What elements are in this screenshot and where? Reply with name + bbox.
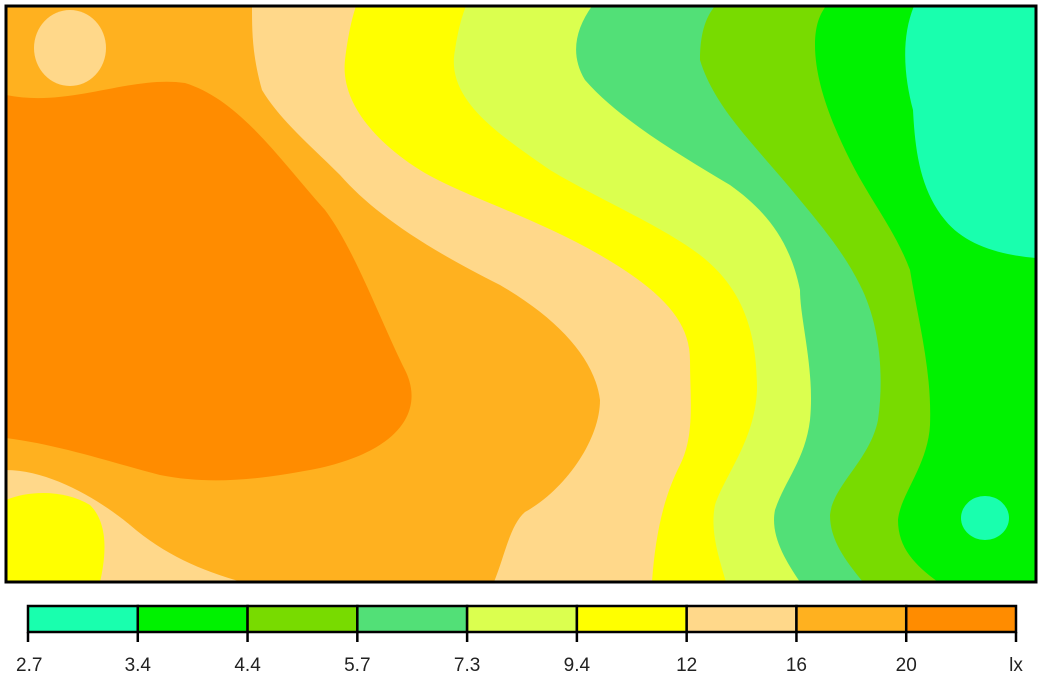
legend-swatch	[356, 604, 469, 634]
legend-swatch	[246, 604, 359, 634]
legend-tick-label: 5.7	[344, 655, 370, 676]
legend-tick-label: 3.4	[125, 655, 152, 676]
contour-band-12-16	[34, 10, 106, 86]
color-legend: 2.7 3.4 4.4 5.7 7.3 9.4 12 16 20 lx	[16, 604, 1023, 676]
legend-swatch	[136, 604, 249, 634]
contour-band-2.7-3.4	[905, 6, 1036, 258]
contour-band-2.7-3.4	[961, 496, 1009, 540]
legend-tick-label: 12	[676, 655, 697, 676]
contour-band-9.4-12	[6, 493, 105, 582]
legend-tick-label: 7.3	[454, 655, 480, 676]
plot-frame	[4, 4, 1038, 584]
legend-tick-label: 16	[786, 655, 807, 676]
legend-tick-label: 9.4	[564, 655, 591, 676]
legend-tick-label: 2.7	[16, 655, 42, 676]
legend-tick-label: 20	[896, 655, 917, 676]
legend-unit-label: lx	[1009, 655, 1023, 676]
contour-field	[6, 6, 1036, 582]
legend-swatch	[904, 604, 1018, 634]
legend-swatch	[795, 604, 908, 634]
legend-swatch	[575, 604, 688, 634]
legend-swatch	[465, 604, 579, 634]
legend-swatch	[26, 604, 140, 634]
legend-tick-label: 4.4	[234, 655, 261, 676]
legend-swatch	[685, 604, 798, 634]
